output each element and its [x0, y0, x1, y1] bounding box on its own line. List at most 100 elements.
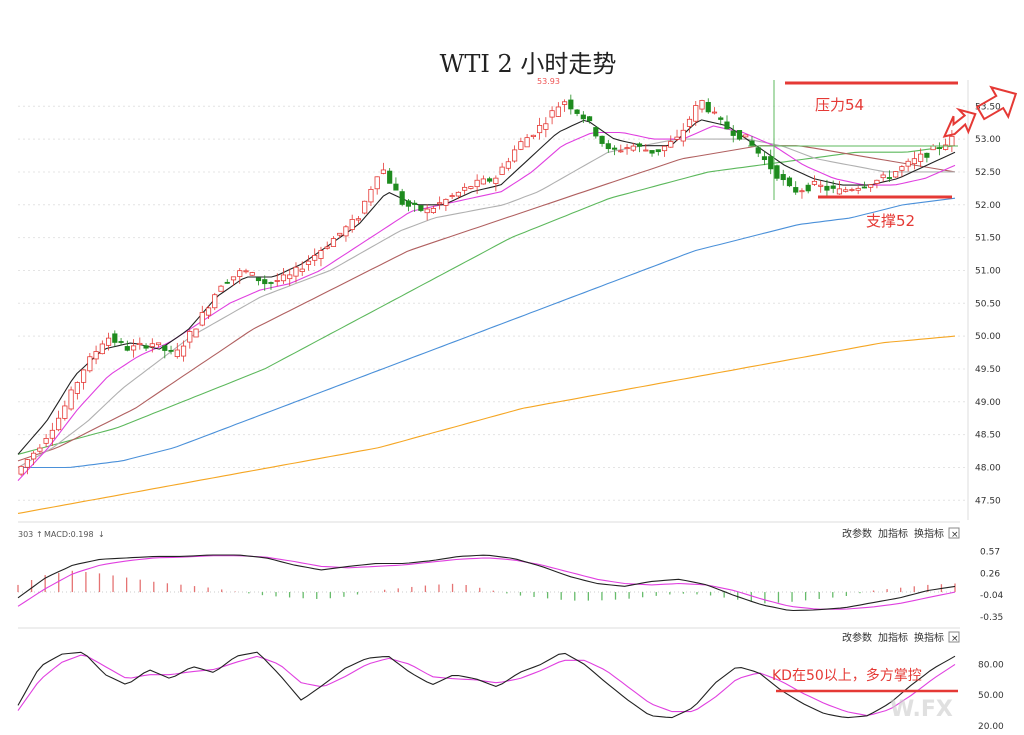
candle-body [312, 254, 318, 261]
kd-series [17, 651, 956, 719]
candle-body [768, 156, 774, 170]
macd-tick-label: -0.35 [980, 613, 1003, 623]
candle-body [480, 178, 486, 185]
support-annotation: 支撑52 [818, 195, 952, 230]
candle-body [49, 429, 55, 439]
candle-body [499, 166, 505, 175]
macd-series [17, 554, 956, 612]
candle-body [843, 189, 849, 192]
candle-body [56, 417, 62, 431]
candle-body [636, 143, 643, 147]
candle-body [586, 116, 593, 122]
candle-body [274, 280, 280, 282]
kd-controls: 改参数 加指标 换指标 × [842, 631, 960, 644]
candle-body [905, 160, 911, 167]
candle-body [393, 183, 399, 191]
candle-body [437, 202, 443, 205]
candle-body [743, 134, 749, 138]
candle-body [237, 270, 243, 277]
candle-body [143, 345, 149, 349]
candle-body [93, 351, 99, 360]
kd-tick-label: 20.00 [978, 722, 1004, 732]
candle-body [99, 343, 105, 355]
macd-controls: 改参数 加指标 换指标 × [842, 527, 960, 540]
candlestick-series [18, 80, 958, 477]
candle-body [718, 117, 724, 120]
macd-edit-params-button[interactable]: 改参数 [842, 527, 872, 540]
candle-body [230, 276, 237, 281]
candle-body [18, 465, 24, 475]
price-tick-label: 48.00 [975, 463, 1001, 473]
price-tick-label: 49.00 [975, 398, 1001, 408]
watermark: W.FX [890, 697, 953, 722]
candle-body [355, 218, 362, 221]
candle-body [711, 111, 718, 114]
macd-close-button[interactable]: × [948, 527, 960, 540]
price-tick-label: 52.00 [975, 201, 1001, 211]
candle-body [174, 349, 180, 357]
candle-body [474, 179, 480, 188]
macd-y-axis: 0.57 0.26 -0.04 -0.35 [980, 547, 1004, 623]
candle-body [362, 200, 368, 214]
candle-body [149, 343, 155, 348]
macd-tick-label: -0.04 [980, 591, 1004, 601]
candle-body [649, 150, 655, 154]
candle-body [880, 174, 886, 179]
candle-body [199, 312, 205, 326]
candle-body [618, 150, 624, 153]
candle-body [399, 191, 405, 205]
candle-body [686, 118, 693, 127]
candle-body [455, 191, 461, 197]
candle-body [555, 106, 561, 117]
candle-body [137, 342, 143, 346]
kd-tick-label: 80.00 [978, 660, 1004, 670]
candle-body [524, 137, 530, 148]
candle-body [262, 279, 268, 285]
candle-body [580, 114, 586, 120]
macd-dea-line [17, 555, 956, 610]
price-tick-label: 50.50 [975, 299, 1001, 309]
candle-body [193, 328, 199, 338]
close-icon: × [951, 530, 959, 540]
candle-body [368, 189, 374, 203]
candle-body [299, 268, 305, 272]
candle-body [836, 188, 843, 195]
kd-switch-indicator-button[interactable]: 换指标 [914, 631, 944, 644]
candle-body [549, 110, 555, 118]
breakout-arrow-icon [942, 107, 977, 138]
kd-note: KD在50以上，多方掌控 [772, 667, 922, 684]
candle-body [305, 260, 312, 265]
candle-body [893, 171, 899, 178]
candle-body [124, 346, 130, 351]
kd-k-line [17, 651, 956, 719]
price-tick-label: 52.50 [975, 168, 1001, 178]
kd-close-button[interactable]: × [948, 631, 960, 644]
candle-body [62, 405, 68, 419]
candle-body [661, 145, 668, 152]
candle-body [811, 180, 818, 185]
candle-body [699, 100, 705, 110]
candle-body [255, 277, 262, 282]
candle-body [899, 166, 905, 171]
candle-body [949, 135, 955, 147]
candle-body [799, 190, 805, 193]
candle-body [930, 145, 936, 151]
candle-body [293, 266, 299, 277]
candle-body [374, 176, 380, 190]
macd-switch-indicator-button[interactable]: 换指标 [914, 527, 944, 540]
ma-line-black [17, 119, 956, 455]
candle-body [280, 274, 287, 282]
candle-body [81, 369, 87, 383]
macd-add-indicator-button[interactable]: 加指标 [878, 527, 908, 540]
candle-body [330, 238, 337, 247]
candle-body [24, 459, 30, 468]
candle-body [418, 205, 424, 211]
candle-body [387, 170, 393, 184]
candle-body [693, 105, 699, 122]
candle-body [249, 272, 255, 276]
candle-body [924, 152, 930, 158]
kd-add-indicator-button[interactable]: 加指标 [878, 631, 908, 644]
kd-edit-params-button[interactable]: 改参数 [842, 631, 872, 644]
candle-body [512, 149, 518, 162]
